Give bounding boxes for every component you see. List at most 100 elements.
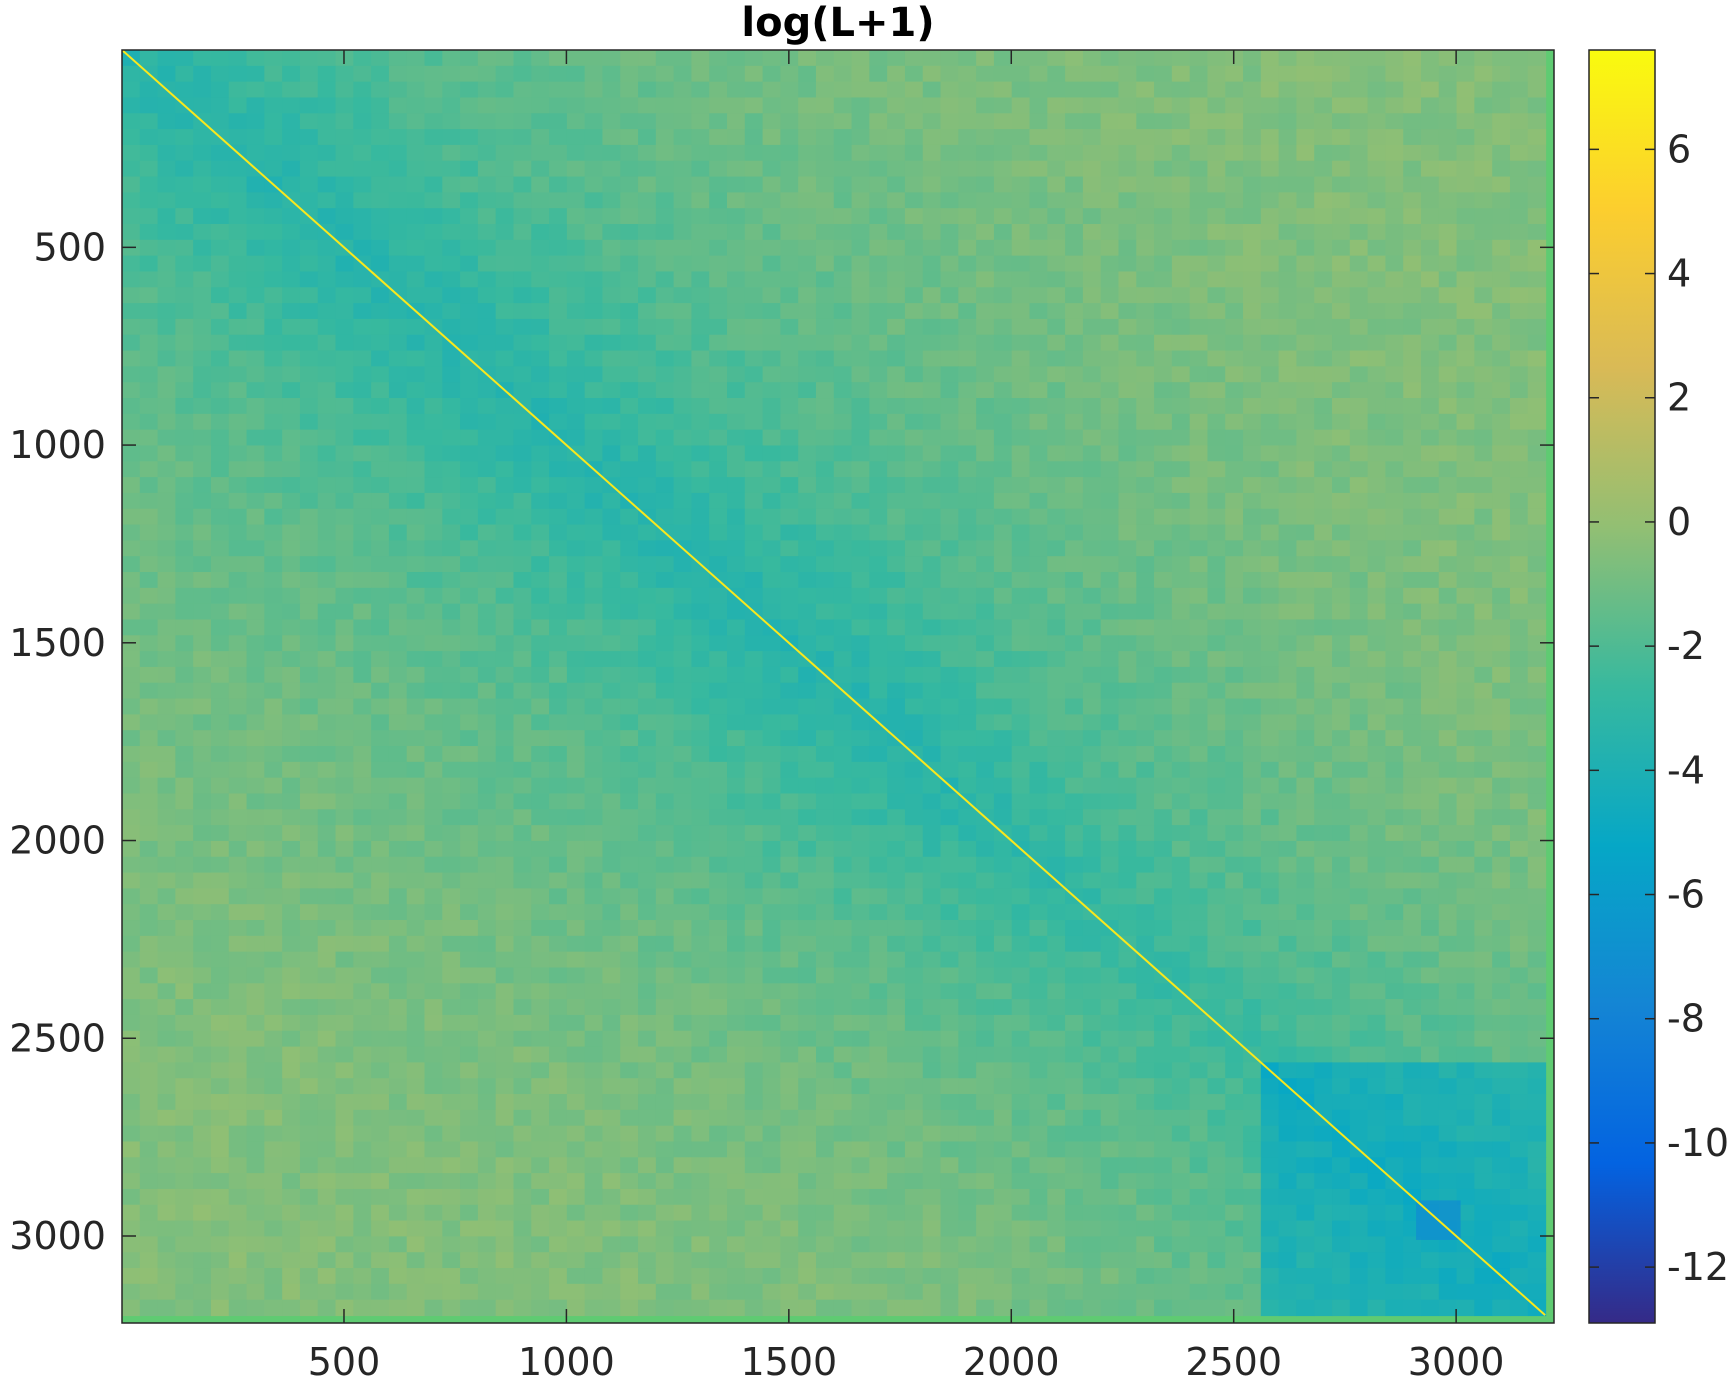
heatmap-cell <box>1367 556 1386 573</box>
heatmap-cell <box>1349 477 1369 494</box>
heatmap-cell <box>1207 777 1226 795</box>
heatmap-cell <box>406 872 426 889</box>
heatmap-cell <box>976 461 995 478</box>
heatmap-cell <box>904 350 924 367</box>
heatmap-cell <box>495 287 515 304</box>
heatmap-cell <box>175 999 194 1016</box>
heatmap-cell <box>1438 872 1458 889</box>
heatmap-cell <box>1243 920 1262 937</box>
heatmap-cell <box>691 334 710 352</box>
heatmap-cell <box>495 572 515 589</box>
heatmap-cell <box>869 777 888 795</box>
heatmap-cell <box>1492 445 1511 462</box>
heatmap-cell <box>1456 967 1475 984</box>
heatmap-cell <box>638 129 657 146</box>
heatmap-cell <box>210 825 230 842</box>
heatmap-cell <box>798 81 817 99</box>
heatmap-cell <box>940 160 959 178</box>
heatmap-cell <box>424 271 443 288</box>
heatmap-cell <box>335 224 354 241</box>
heatmap-cell <box>976 129 995 146</box>
heatmap-cell <box>353 524 372 541</box>
heatmap-cell <box>993 192 1013 209</box>
heatmap-cell <box>566 619 586 636</box>
heatmap-cell <box>246 572 265 589</box>
heatmap-cell <box>317 746 337 763</box>
heatmap-cell <box>976 920 995 937</box>
heatmap-cell <box>602 572 621 589</box>
heatmap-cell <box>958 192 977 209</box>
heatmap-cell <box>638 366 657 383</box>
heatmap-cell <box>282 920 301 937</box>
heatmap-cell <box>1011 492 1031 510</box>
heatmap-cell <box>335 398 354 415</box>
heatmap-cell <box>709 50 728 67</box>
heatmap-cell <box>833 303 853 320</box>
heatmap-cell <box>246 951 265 969</box>
heatmap-cell <box>1225 287 1244 304</box>
heatmap-cell <box>815 65 835 83</box>
heatmap-cell <box>246 113 265 130</box>
heatmap-cell <box>655 97 675 114</box>
heatmap-cell <box>1314 856 1333 874</box>
heatmap-cell <box>1385 682 1404 700</box>
heatmap-cell <box>175 825 194 842</box>
heatmap-cell <box>833 239 853 257</box>
heatmap-cell <box>1314 967 1333 984</box>
heatmap-cell <box>887 239 906 257</box>
heatmap-cell <box>1136 967 1155 984</box>
heatmap-cell <box>1420 508 1440 526</box>
heatmap-cell <box>442 682 461 700</box>
heatmap-cell <box>1207 350 1226 367</box>
heatmap-cell <box>709 413 728 431</box>
heatmap-cell <box>139 208 159 225</box>
heatmap-cell <box>299 334 319 352</box>
heatmap-cell <box>424 698 443 715</box>
heatmap-cell <box>210 777 230 795</box>
heatmap-cell <box>264 809 283 826</box>
heatmap-cell <box>1243 413 1262 431</box>
heatmap-cell <box>638 951 657 969</box>
heatmap-cell <box>1314 888 1333 905</box>
heatmap-cell <box>1314 793 1333 810</box>
heatmap-cell <box>282 603 301 621</box>
heatmap-cell <box>531 540 550 557</box>
heatmap-cell <box>282 398 301 415</box>
heatmap-cell <box>264 872 283 889</box>
heatmap-cell <box>531 97 550 114</box>
heatmap-cell <box>993 477 1013 494</box>
heatmap-cell <box>976 730 995 747</box>
heatmap-cell <box>1207 793 1226 810</box>
heatmap-cell <box>798 508 817 526</box>
heatmap-cell <box>798 65 817 83</box>
heatmap-cell <box>709 888 728 905</box>
heatmap-cell <box>1082 160 1102 178</box>
heatmap-cell <box>709 382 728 399</box>
heatmap-cell <box>317 999 337 1016</box>
heatmap-cell <box>228 318 248 336</box>
heatmap-cell <box>1082 445 1102 462</box>
heatmap-cell <box>122 176 141 193</box>
heatmap-cell <box>513 856 532 874</box>
heatmap-cell <box>1456 413 1475 431</box>
heatmap-cell <box>371 714 390 731</box>
heatmap-cell <box>1456 492 1475 510</box>
heatmap-cell <box>1011 540 1031 557</box>
heatmap-cell <box>335 334 354 352</box>
heatmap-cell <box>1189 746 1209 763</box>
heatmap-cell <box>228 334 248 352</box>
heatmap-cell <box>780 714 799 731</box>
heatmap-cell <box>904 999 924 1016</box>
heatmap-cell <box>1029 619 1048 636</box>
heatmap-cell <box>371 176 390 193</box>
heatmap-cell <box>1527 366 1547 383</box>
heatmap-cell <box>744 746 764 763</box>
heatmap-cell <box>139 698 159 715</box>
heatmap-cell <box>727 761 746 779</box>
heatmap-cell <box>549 603 568 621</box>
heatmap-cell <box>1420 967 1440 984</box>
heatmap-cell <box>122 572 141 589</box>
heatmap-cell <box>709 920 728 937</box>
heatmap-cell <box>727 144 746 162</box>
heatmap-cell <box>638 524 657 541</box>
